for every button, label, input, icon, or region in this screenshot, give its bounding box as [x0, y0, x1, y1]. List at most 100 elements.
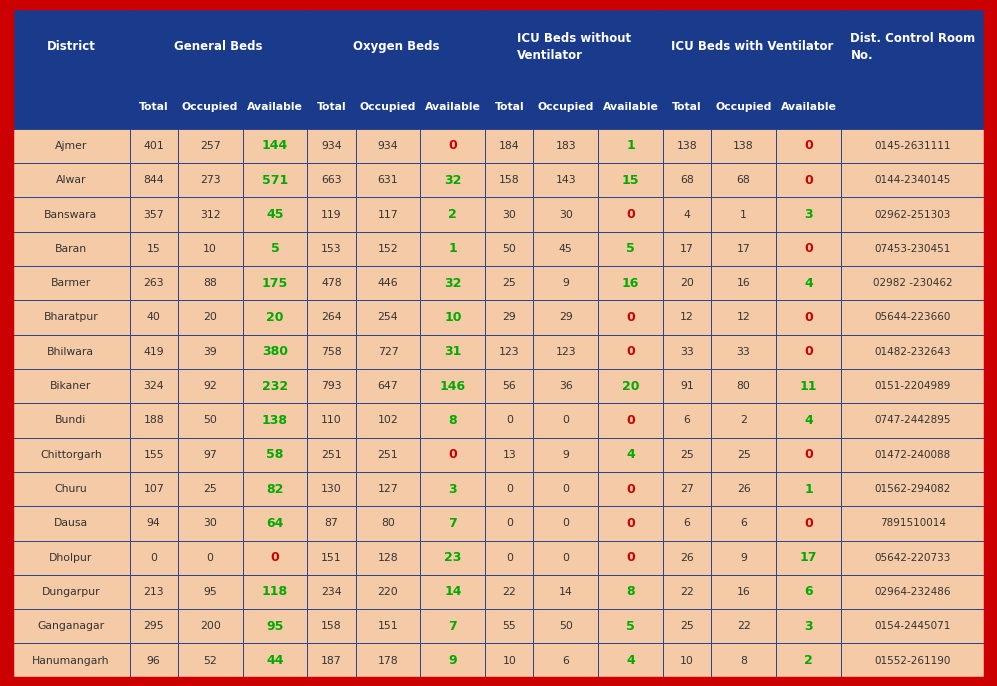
Bar: [663, 403, 711, 438]
Bar: [12, 472, 130, 506]
Bar: [130, 85, 177, 129]
Bar: [486, 369, 533, 403]
Bar: [130, 266, 177, 300]
Text: 45: 45: [266, 208, 284, 221]
Bar: [242, 541, 307, 575]
Bar: [711, 506, 776, 541]
Text: 0: 0: [804, 174, 813, 187]
Bar: [130, 129, 177, 163]
Bar: [711, 438, 776, 472]
Text: 0: 0: [505, 416, 512, 425]
Bar: [840, 163, 985, 198]
Text: 631: 631: [378, 175, 398, 185]
Bar: [356, 266, 421, 300]
Text: 273: 273: [199, 175, 220, 185]
Bar: [421, 300, 486, 335]
Bar: [486, 129, 533, 163]
Bar: [598, 643, 663, 678]
Bar: [130, 163, 177, 198]
Bar: [486, 300, 533, 335]
Bar: [421, 403, 486, 438]
Text: 13: 13: [502, 450, 516, 460]
Text: 25: 25: [680, 450, 694, 460]
Text: 200: 200: [199, 622, 220, 631]
Text: 257: 257: [199, 141, 220, 151]
Text: 68: 68: [737, 175, 751, 185]
Text: 0: 0: [270, 551, 279, 564]
Text: Dausa: Dausa: [54, 519, 88, 528]
Text: 1: 1: [449, 242, 458, 255]
Bar: [840, 403, 985, 438]
Bar: [307, 609, 356, 643]
Text: 844: 844: [144, 175, 165, 185]
Text: 25: 25: [502, 278, 516, 288]
Text: 7: 7: [449, 517, 458, 530]
Bar: [177, 369, 242, 403]
Bar: [776, 198, 840, 232]
Text: 10: 10: [444, 311, 462, 324]
Bar: [840, 232, 985, 266]
Text: 12: 12: [737, 313, 751, 322]
Text: 4: 4: [804, 276, 813, 289]
Text: 7: 7: [449, 619, 458, 632]
Bar: [598, 163, 663, 198]
Bar: [663, 8, 840, 85]
Text: 82: 82: [266, 482, 284, 495]
Text: 264: 264: [321, 313, 342, 322]
Bar: [711, 643, 776, 678]
Text: 0: 0: [562, 519, 569, 528]
Bar: [12, 643, 130, 678]
Bar: [840, 643, 985, 678]
Bar: [130, 369, 177, 403]
Text: Bharatpur: Bharatpur: [44, 313, 98, 322]
Text: 22: 22: [502, 587, 516, 597]
Bar: [12, 438, 130, 472]
Bar: [307, 335, 356, 369]
Bar: [598, 300, 663, 335]
Text: District: District: [47, 40, 96, 54]
Bar: [421, 609, 486, 643]
Bar: [356, 300, 421, 335]
Text: 5: 5: [626, 619, 635, 632]
Text: 127: 127: [378, 484, 398, 494]
Text: 187: 187: [321, 656, 342, 665]
Bar: [598, 266, 663, 300]
Bar: [486, 438, 533, 472]
Bar: [840, 8, 985, 85]
Bar: [663, 541, 711, 575]
Text: 96: 96: [147, 656, 161, 665]
Bar: [776, 232, 840, 266]
Text: 01562-294082: 01562-294082: [874, 484, 951, 494]
Text: Total: Total: [317, 102, 346, 112]
Bar: [776, 300, 840, 335]
Bar: [130, 8, 307, 85]
Text: 0: 0: [804, 345, 813, 358]
Bar: [486, 541, 533, 575]
Text: 20: 20: [266, 311, 284, 324]
Bar: [130, 198, 177, 232]
Text: 2: 2: [804, 654, 813, 667]
Bar: [130, 541, 177, 575]
Bar: [711, 300, 776, 335]
Text: 934: 934: [321, 141, 342, 151]
Text: 102: 102: [378, 416, 399, 425]
Text: 10: 10: [203, 244, 217, 254]
Text: 30: 30: [502, 209, 516, 220]
Bar: [663, 335, 711, 369]
Text: 88: 88: [203, 278, 217, 288]
Bar: [242, 300, 307, 335]
Bar: [421, 541, 486, 575]
Bar: [307, 85, 356, 129]
Text: 1: 1: [626, 139, 635, 152]
Text: 0145-2631111: 0145-2631111: [874, 141, 951, 151]
Bar: [840, 438, 985, 472]
Bar: [12, 85, 130, 129]
Bar: [421, 129, 486, 163]
Text: 36: 36: [559, 381, 572, 391]
Text: 17: 17: [737, 244, 751, 254]
Text: 02982 -230462: 02982 -230462: [873, 278, 953, 288]
Bar: [242, 85, 307, 129]
Bar: [12, 541, 130, 575]
Text: 29: 29: [559, 313, 572, 322]
Text: 9: 9: [449, 654, 458, 667]
